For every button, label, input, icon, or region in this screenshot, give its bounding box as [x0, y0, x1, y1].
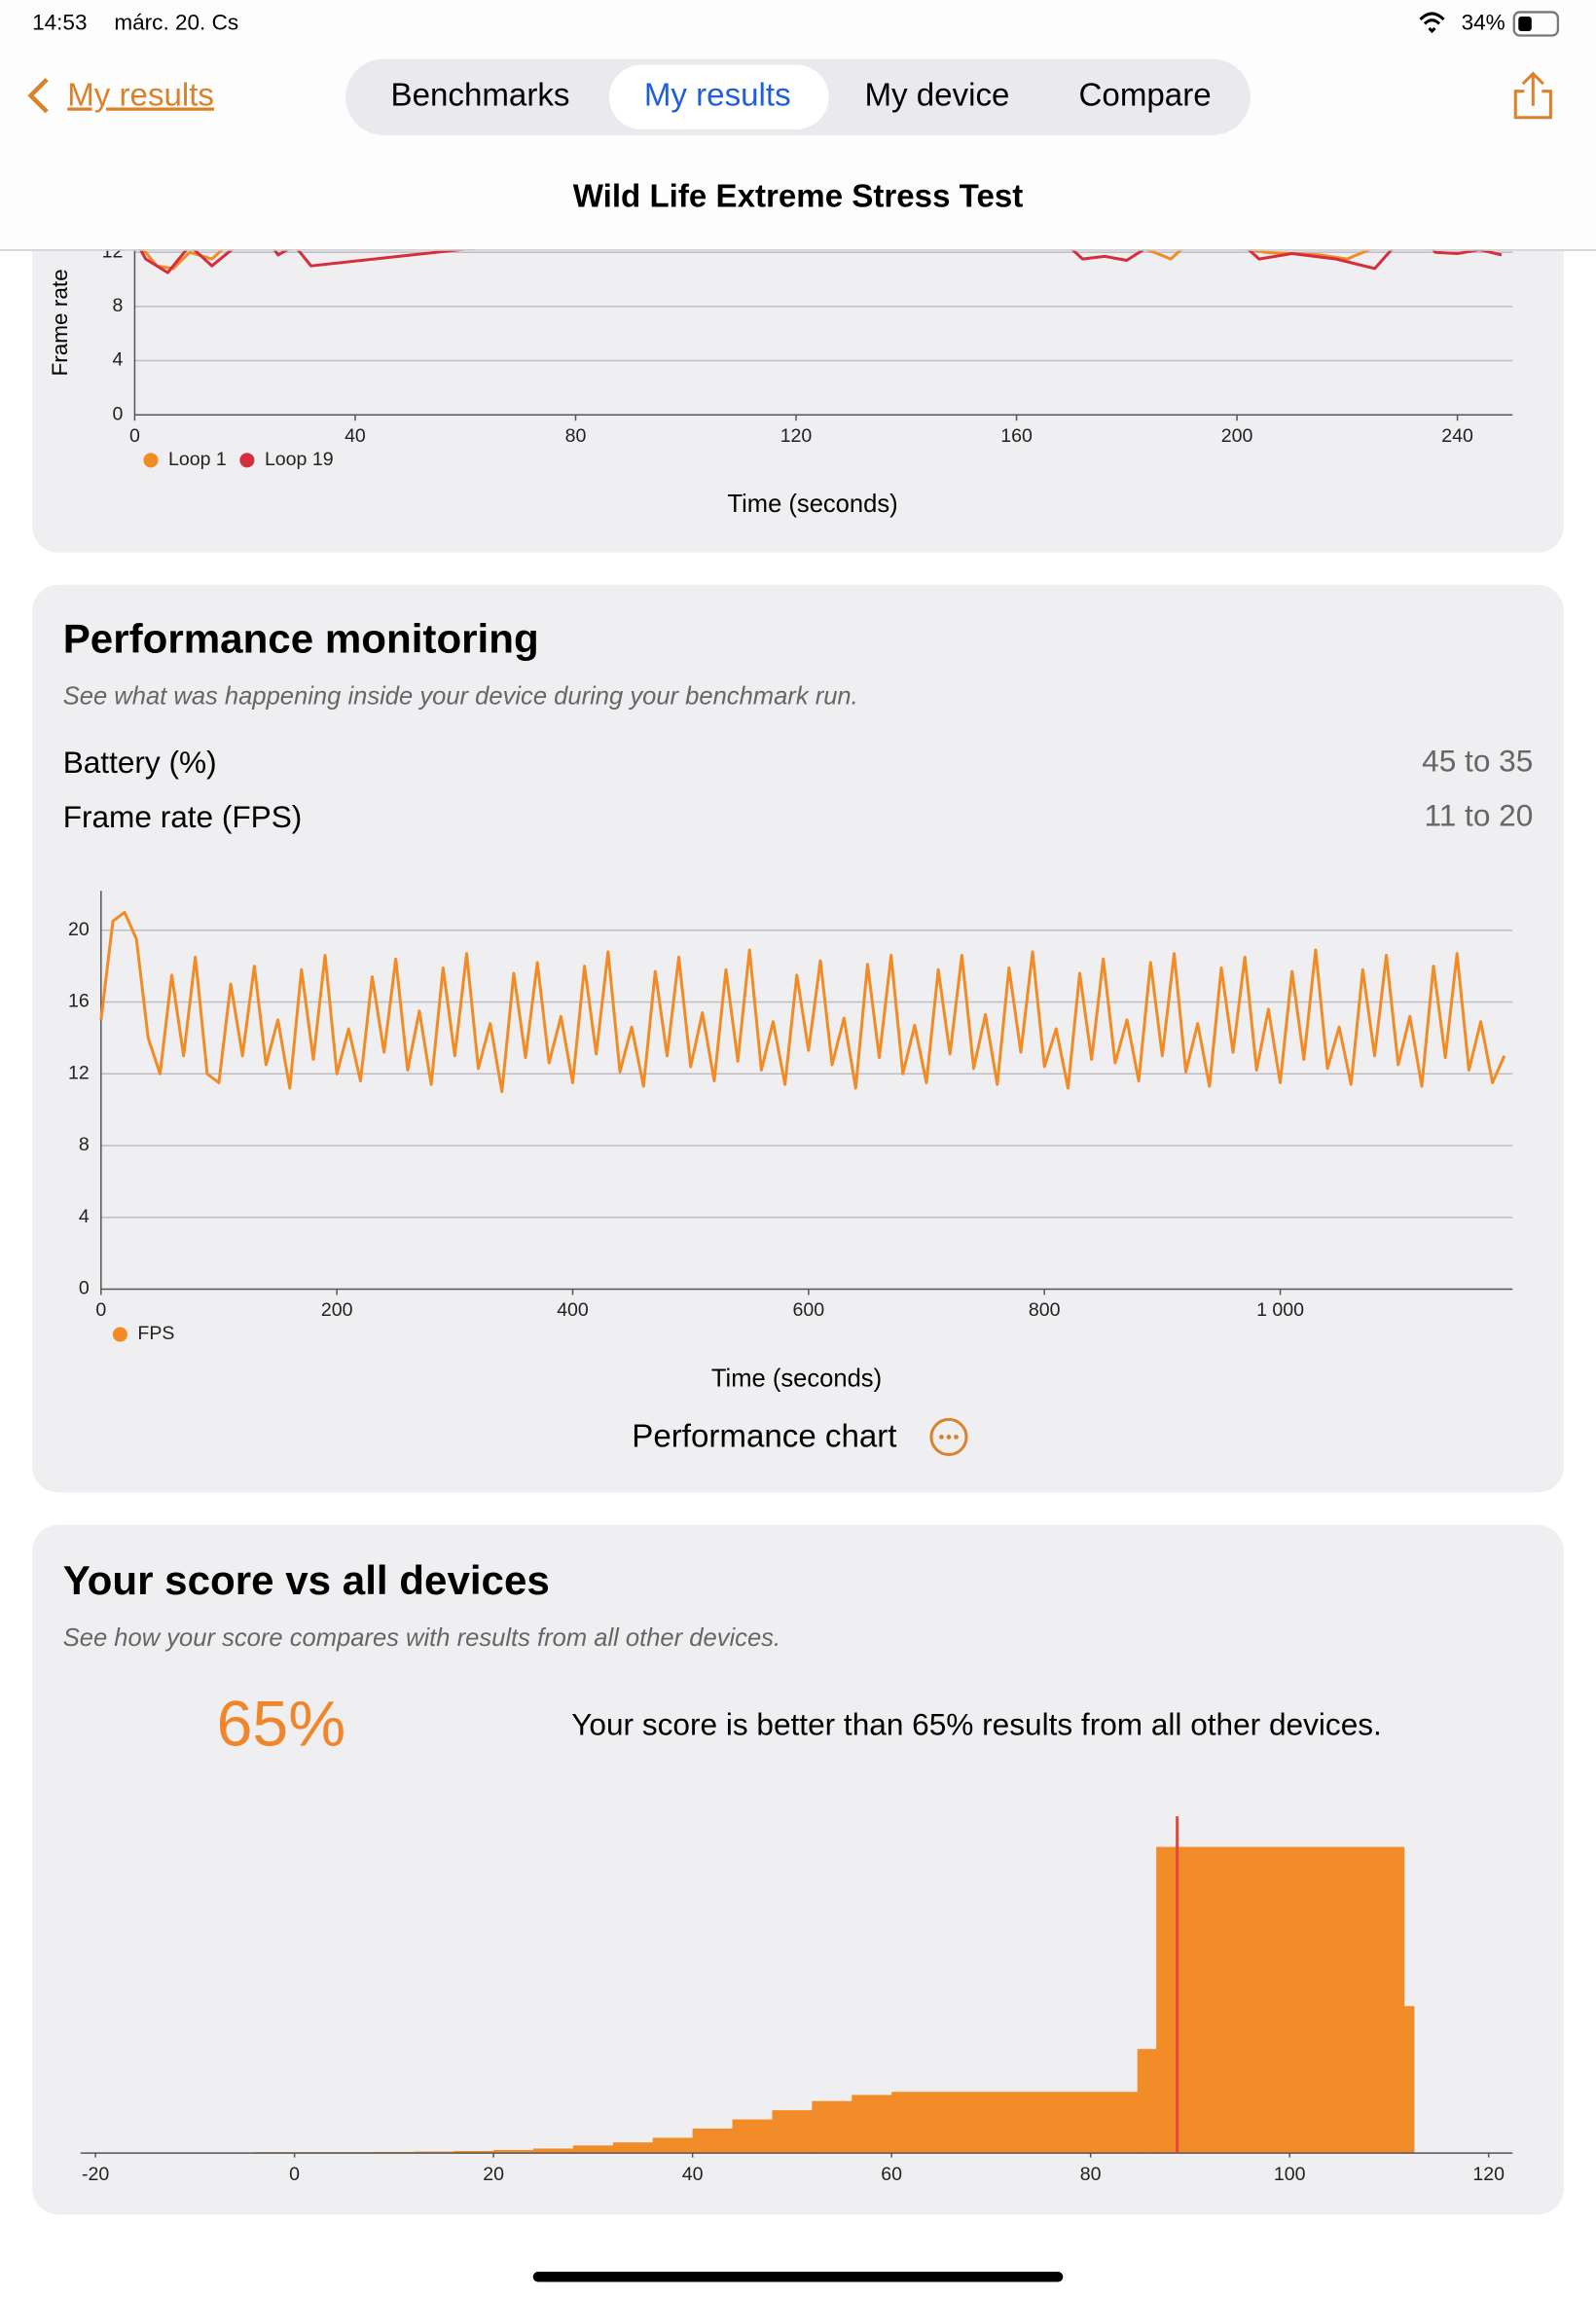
back-chevron[interactable] — [27, 78, 49, 114]
x-tick-label: 0 — [129, 425, 140, 447]
x-tick-label: 20 — [483, 2164, 504, 2185]
tab[interactable]: My results — [644, 77, 791, 113]
bar — [652, 2137, 694, 2154]
x-tick-label: 60 — [881, 2164, 902, 2185]
legend-label: FPS — [137, 1323, 174, 1344]
y-tick-label: 8 — [113, 295, 124, 316]
dot — [946, 1434, 952, 1440]
header: 14:53 márc. 20. Cs 34% My results Benchm… — [0, 0, 1596, 251]
bar — [572, 2145, 614, 2154]
bar — [493, 2150, 534, 2154]
x-axis-label: Time (seconds) — [711, 1365, 882, 1392]
battery-level — [1518, 16, 1532, 31]
tab[interactable]: Compare — [1079, 77, 1212, 113]
page-title: Wild Life Extreme Stress Test — [573, 178, 1024, 214]
back-link[interactable]: My results — [67, 77, 214, 113]
bar — [891, 2092, 1139, 2154]
tab[interactable]: Benchmarks — [391, 77, 570, 113]
x-tick-label: 0 — [95, 1299, 106, 1321]
y-tick-label: 0 — [79, 1278, 90, 1299]
x-tick-label: 600 — [793, 1299, 825, 1321]
bar — [1137, 2049, 1157, 2154]
selected-segment — [608, 64, 829, 129]
legend-swatch — [143, 453, 159, 468]
bar — [852, 2095, 892, 2154]
bar — [812, 2100, 852, 2154]
dot — [954, 1434, 959, 1440]
histogram: -20 0 20 40 60 80 100 120 — [80, 1816, 1513, 2185]
y-tick-label: 4 — [113, 349, 124, 371]
y-tick-label: 20 — [68, 919, 90, 940]
row-label: Battery (%) — [63, 745, 217, 780]
row-value: 11 to 20 — [1425, 797, 1534, 832]
tabs: Benchmarks My results My device Compare — [391, 77, 1212, 113]
status-date: márc. 20. Cs — [114, 10, 238, 34]
x-tick-label: 80 — [1080, 2164, 1102, 2185]
legend-swatch — [112, 1327, 127, 1342]
bar — [1156, 1846, 1405, 2154]
bar — [414, 2151, 454, 2154]
status-battery: 34% — [1462, 10, 1505, 34]
bar — [533, 2148, 574, 2154]
y-tick-label: 12 — [68, 1062, 90, 1083]
x-axis-label: Time (seconds) — [727, 491, 897, 518]
card — [32, 584, 1564, 1493]
button-label[interactable]: Performance chart — [632, 1419, 896, 1455]
y-tick-label: 0 — [113, 403, 124, 424]
bar — [612, 2142, 654, 2154]
x-tick-label: 400 — [557, 1299, 589, 1321]
x-tick-label: 160 — [1000, 425, 1033, 447]
x-tick-label: 200 — [321, 1299, 353, 1321]
status-time: 14:53 — [32, 10, 87, 34]
x-tick-label: 80 — [565, 425, 587, 447]
section-subtitle: See what was happening inside your devic… — [63, 682, 858, 710]
bar — [732, 2119, 773, 2154]
legend-label: Loop 19 — [265, 449, 334, 470]
battery-icon — [1512, 11, 1560, 37]
score-percent: 65% — [217, 1688, 345, 1760]
y-tick-label: 8 — [79, 1134, 90, 1155]
wifi-icon — [1419, 12, 1445, 34]
x-tick-label: 40 — [682, 2164, 704, 2185]
series-line — [99, 910, 1506, 1094]
legend-swatch — [239, 453, 255, 468]
x-tick-label: 40 — [345, 425, 366, 447]
section-title: Performance monitoring — [63, 616, 539, 662]
row-value: 45 to 35 — [1422, 744, 1533, 779]
share-icon[interactable] — [1513, 71, 1552, 120]
section-title: Your score vs all devices — [63, 1557, 550, 1603]
tab[interactable]: My device — [864, 77, 1009, 113]
x-tick-label: 120 — [1472, 2164, 1505, 2185]
bar — [1403, 2006, 1415, 2154]
dot — [939, 1434, 944, 1440]
home-indicator — [532, 2272, 1064, 2282]
x-tick-label: 800 — [1029, 1299, 1061, 1321]
x-tick-label: 1 000 — [1256, 1299, 1304, 1321]
x-tick-label: 100 — [1274, 2164, 1306, 2185]
section-subtitle: See how your score compares with results… — [63, 1624, 780, 1652]
legend-label: Loop 1 — [168, 449, 227, 470]
x-tick-label: 120 — [780, 425, 813, 447]
row-label: Frame rate (FPS) — [63, 799, 303, 834]
more-icon[interactable] — [929, 1417, 968, 1456]
y-tick-label: 16 — [68, 991, 90, 1012]
x-tick-label: 200 — [1221, 425, 1253, 447]
y-axis-label: Frame rate — [48, 269, 72, 376]
score-text: Your score is better than 65% results fr… — [571, 1707, 1382, 1742]
x-tick-label: 0 — [289, 2164, 300, 2185]
bar — [453, 2150, 494, 2154]
x-tick-label: 240 — [1441, 425, 1473, 447]
bar — [772, 2110, 813, 2154]
bar — [692, 2128, 733, 2154]
y-tick-label: 4 — [79, 1206, 90, 1227]
x-tick-label: -20 — [82, 2164, 109, 2185]
performance-chart-button[interactable]: Performance chart — [632, 1417, 968, 1456]
